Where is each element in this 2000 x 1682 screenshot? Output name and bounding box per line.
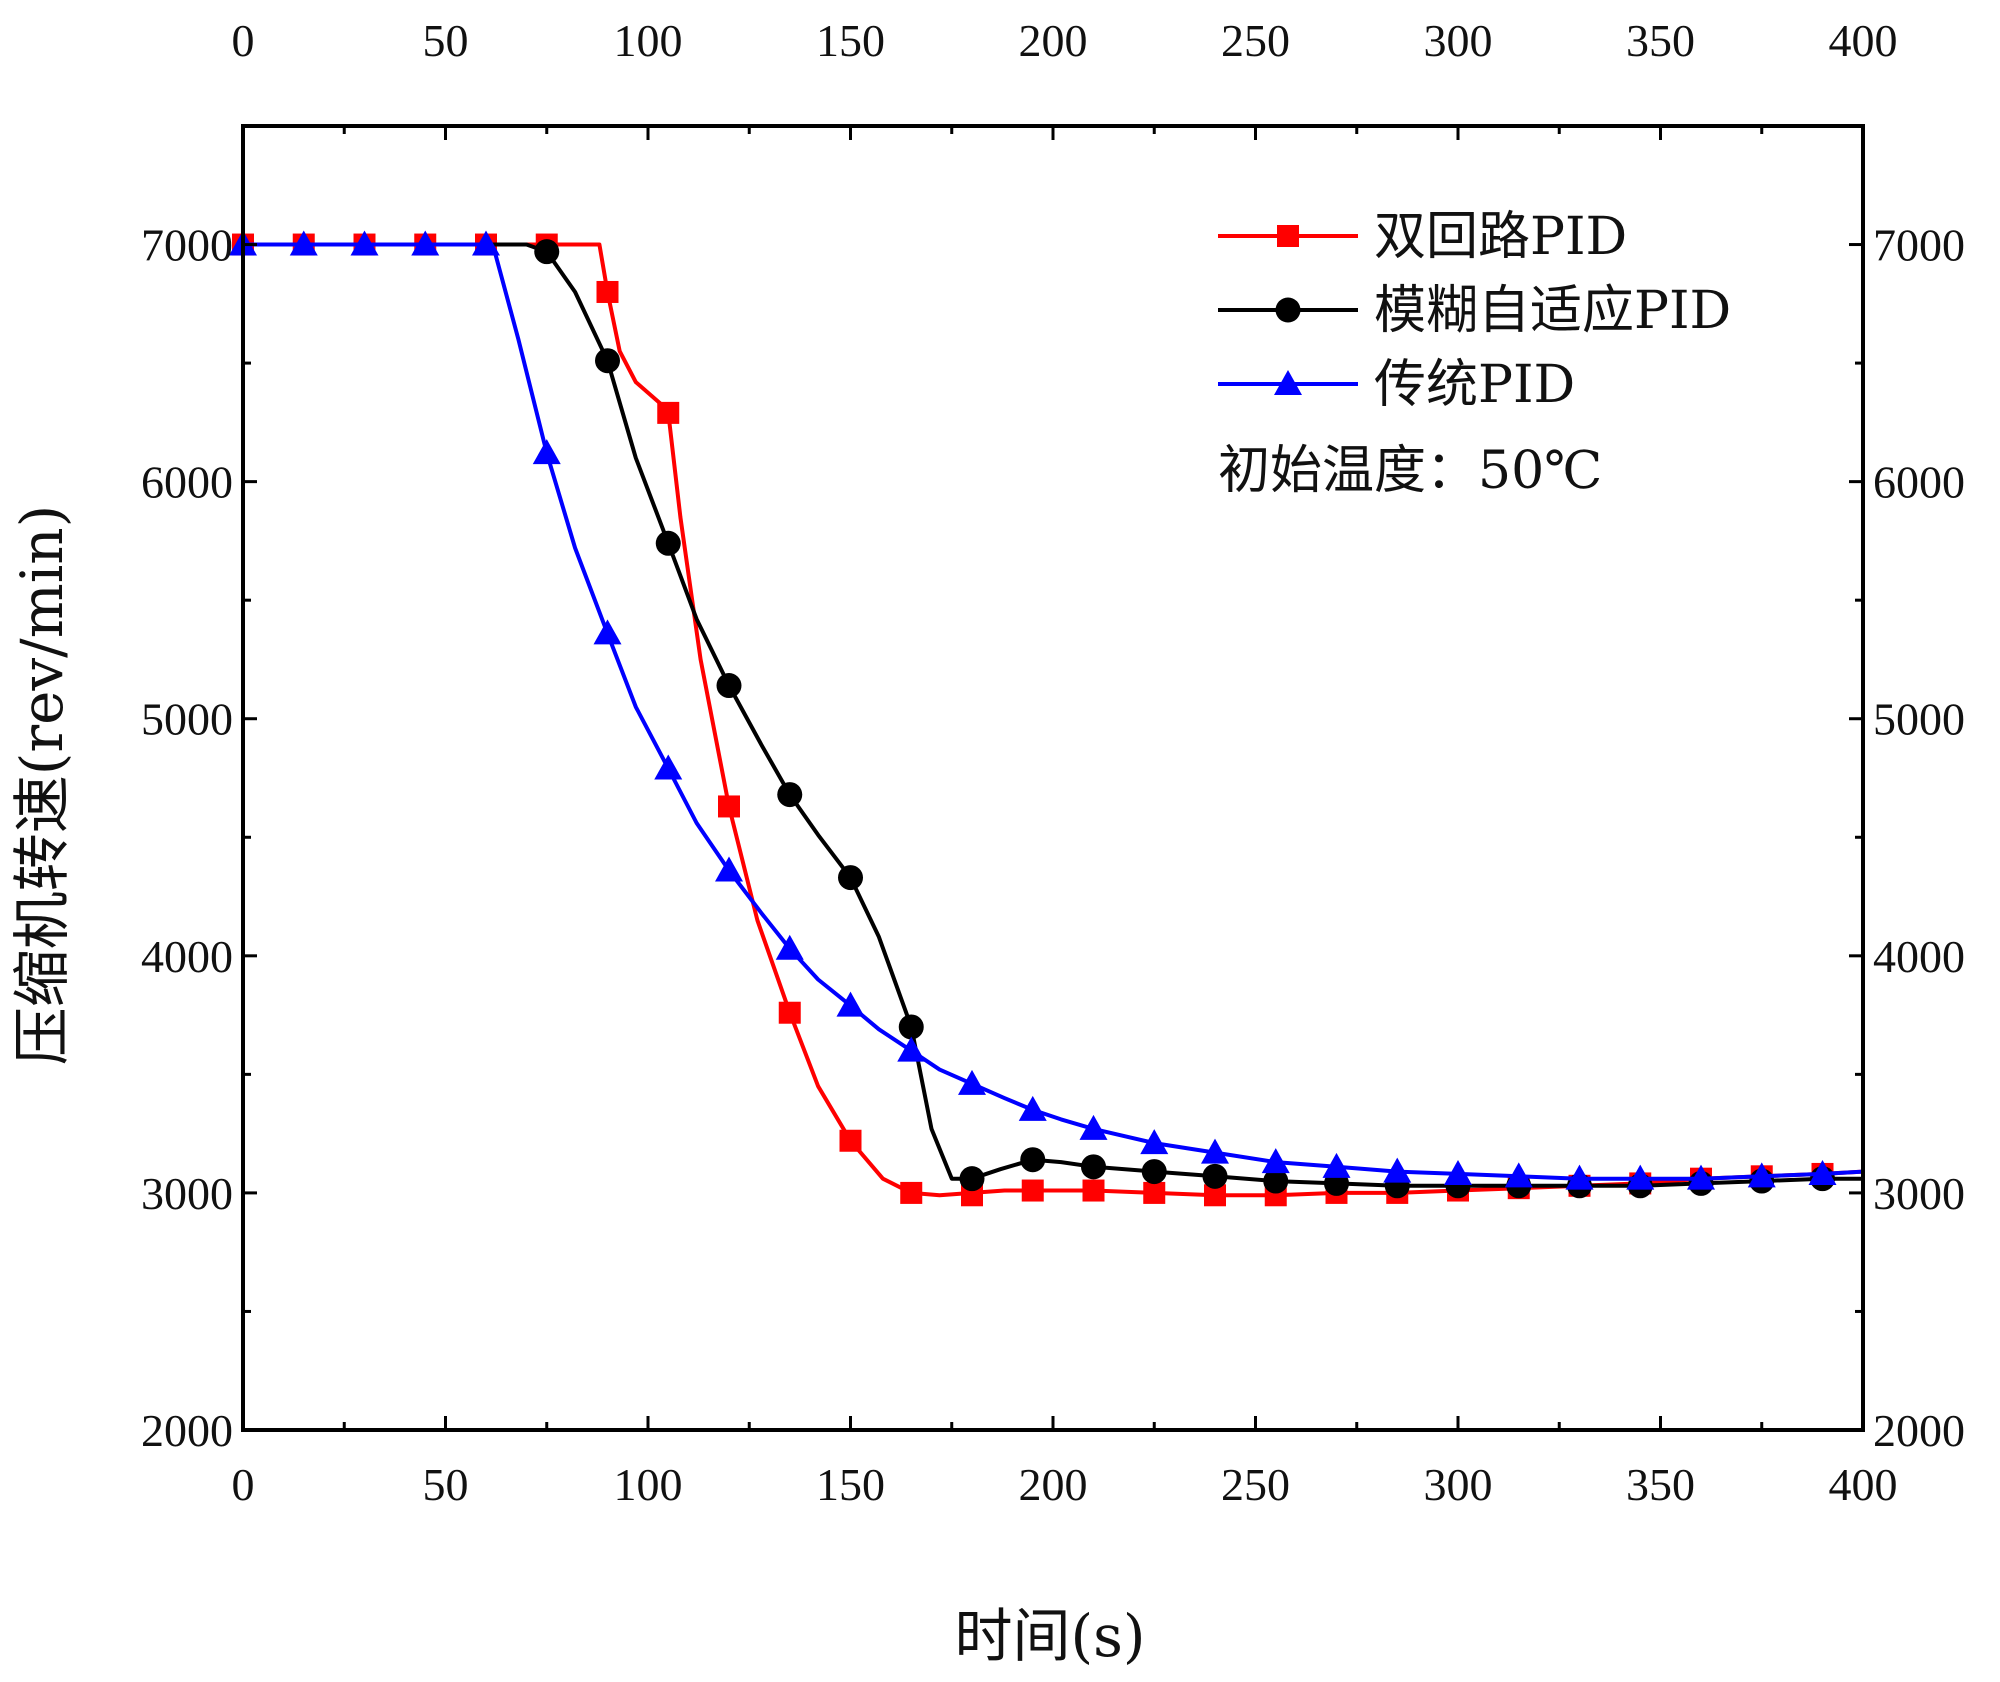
series-line: [243, 242, 1864, 1181]
x-tick-label-bottom: 300: [1424, 1459, 1493, 1510]
data-point: [1565, 1164, 1594, 1190]
x-tick-label-top: 400: [1829, 15, 1898, 66]
legend-marker: [1275, 297, 1301, 323]
data-point: [1020, 1147, 1046, 1173]
axis-ticks: 0 0 50 50 100 100 150 150 200 200 250 250 300 300 350 3…: [141, 15, 1965, 1510]
data-point: [1021, 1179, 1044, 1202]
x-tick-label-top: 250: [1221, 15, 1290, 66]
data-point: [716, 673, 742, 699]
y-tick-label-right: 4000: [1873, 931, 1965, 982]
data-point: [1444, 1159, 1472, 1185]
y-tick-label-right: 5000: [1873, 694, 1965, 745]
data-point: [897, 1036, 926, 1062]
y-tick-label-left: 2000: [141, 1405, 233, 1456]
data-point: [1263, 1168, 1289, 1194]
data-point: [1018, 1095, 1047, 1121]
data-point: [777, 782, 803, 808]
x-tick-label-bottom: 150: [816, 1459, 885, 1510]
legend: 双回路PID 模糊自适应PID 传统PID 初始温度：50℃: [1218, 207, 1731, 501]
data-point: [775, 934, 804, 960]
x-tick-label-bottom: 200: [1019, 1459, 1088, 1510]
y-tick-label-left: 5000: [141, 694, 233, 745]
data-point: [593, 619, 622, 645]
data-point: [1626, 1164, 1655, 1190]
x-tick-label-bottom: 400: [1829, 1459, 1898, 1510]
x-tick-label-top: 300: [1424, 15, 1493, 66]
y-tick-label-left: 4000: [141, 931, 233, 982]
y-tick-label-left: 3000: [141, 1168, 233, 1219]
data-point: [595, 348, 620, 374]
x-tick-label-bottom: 350: [1626, 1459, 1695, 1510]
data-point: [350, 230, 379, 256]
legend-label: 模糊自适应PID: [1374, 281, 1731, 341]
data-point: [654, 754, 683, 780]
data-point: [838, 865, 863, 891]
x-tick-label-top: 200: [1019, 15, 1088, 66]
x-tick-label-top: 350: [1626, 15, 1695, 66]
data-point: [1143, 1181, 1166, 1204]
legend-label: 双回路PID: [1374, 207, 1627, 267]
data-point: [655, 530, 681, 556]
data-point: [718, 795, 740, 818]
data-point: [657, 401, 680, 424]
y-tick-label-right: 2000: [1873, 1405, 1965, 1456]
series-group: [243, 239, 1863, 1199]
data-point: [1383, 1157, 1412, 1183]
data-point: [1082, 1179, 1105, 1202]
data-point: [472, 230, 500, 256]
legend-label: 传统PID: [1374, 355, 1575, 415]
data-point: [715, 856, 743, 882]
data-point: [411, 230, 440, 256]
data-point: [900, 1181, 923, 1204]
x-tick-label-bottom: 100: [614, 1459, 683, 1510]
series-group: [232, 233, 1864, 1207]
x-tick-label-top: 50: [423, 15, 469, 66]
data-point: [1202, 1163, 1228, 1189]
data-point: [1504, 1162, 1533, 1188]
x-tick-label-bottom: 50: [423, 1459, 469, 1510]
data-point: [1261, 1148, 1290, 1174]
data-point: [958, 1069, 986, 1095]
data-point: [532, 439, 561, 465]
data-point: [289, 230, 318, 256]
data-point: [959, 1166, 985, 1192]
x-tick-label-bottom: 0: [232, 1459, 255, 1510]
data-point: [778, 1001, 801, 1024]
series-layer: [229, 230, 1864, 1207]
data-point: [1081, 1154, 1106, 1180]
x-axis-title: 时间(s): [954, 1602, 1145, 1670]
legend-marker: [1277, 225, 1299, 247]
data-point: [1141, 1159, 1167, 1185]
x-tick-label-bottom: 250: [1221, 1459, 1290, 1510]
x-tick-label-top: 150: [816, 15, 885, 66]
data-point: [839, 1129, 862, 1152]
series-line: [243, 242, 1864, 1198]
y-tick-label-left: 7000: [141, 220, 233, 271]
data-point: [596, 280, 619, 303]
data-point: [836, 991, 865, 1017]
data-point: [1687, 1164, 1715, 1190]
y-tick-label-right: 7000: [1873, 220, 1965, 271]
legend-marker: [1274, 370, 1302, 395]
data-point: [1322, 1152, 1351, 1178]
y-tick-label-left: 6000: [141, 457, 233, 508]
y-axis-title: 压缩机转速(rev/min): [8, 505, 76, 1066]
series-group: [229, 230, 1864, 1190]
data-point: [1808, 1159, 1837, 1185]
data-point: [534, 239, 560, 265]
data-point: [1201, 1138, 1229, 1164]
annotation-initial-temperature: 初始温度：50℃: [1218, 441, 1602, 501]
data-point: [1204, 1184, 1226, 1207]
data-point: [1079, 1114, 1108, 1140]
x-tick-label-top: 0: [232, 15, 255, 66]
series-line: [243, 242, 1863, 1188]
y-tick-label-right: 3000: [1873, 1168, 1965, 1219]
data-point: [1747, 1162, 1776, 1188]
data-point: [898, 1014, 924, 1040]
data-point: [1140, 1129, 1169, 1155]
y-tick-label-right: 6000: [1873, 457, 1965, 508]
x-tick-label-top: 100: [614, 15, 683, 66]
